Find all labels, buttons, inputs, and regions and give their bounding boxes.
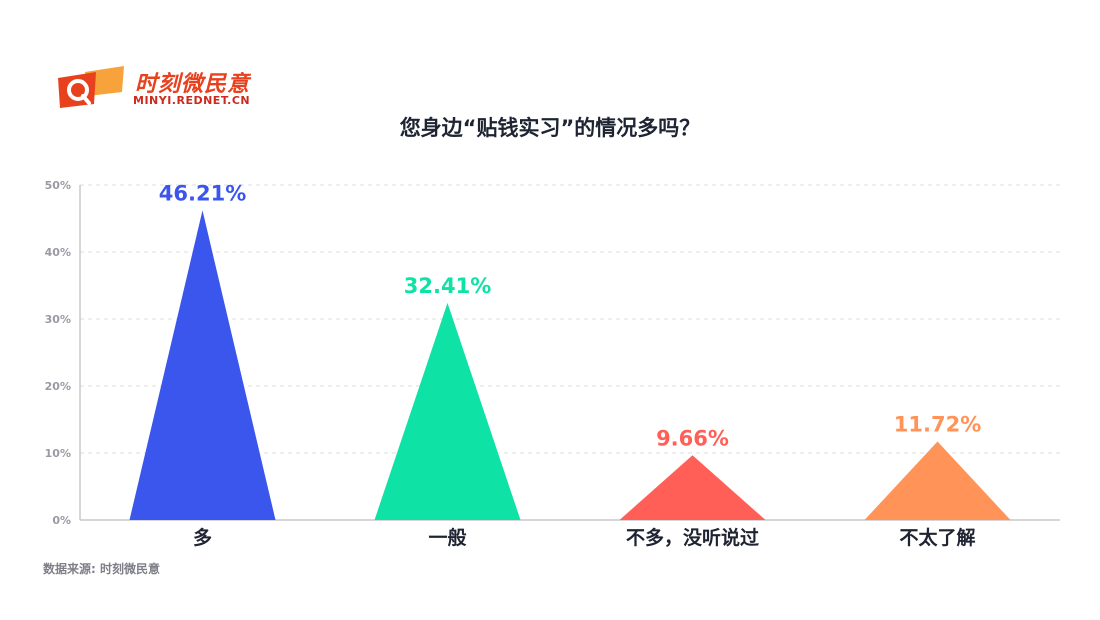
data-label: 32.41%: [404, 274, 491, 298]
data-label: 11.72%: [894, 412, 981, 436]
data-label: 9.66%: [656, 426, 729, 450]
source-note: 数据来源: 时刻微民意: [43, 562, 160, 576]
x-tick-label: 一般: [428, 526, 466, 549]
y-tick-label: 30%: [45, 313, 71, 326]
bar-triangle: [129, 210, 276, 520]
chart-title: 您身边“贴钱实习”的情况多吗？: [399, 116, 701, 140]
x-tick-label: 不多，没听说过: [626, 526, 759, 549]
logo-title: 时刻微民意: [135, 72, 251, 97]
y-tick-label: 10%: [45, 447, 71, 460]
logo-url: MINYI.REDNET.CN: [133, 94, 251, 107]
y-tick-label: 20%: [45, 380, 71, 393]
y-tick-label: 40%: [45, 246, 71, 259]
logo: 时刻微民意 MINYI.REDNET.CN: [58, 66, 258, 110]
data-label: 46.21%: [159, 181, 246, 205]
y-tick-label: 0%: [52, 514, 71, 527]
x-tick-label: 不太了解: [899, 526, 975, 549]
bar-triangle: [619, 455, 766, 520]
y-tick-label: 50%: [45, 179, 71, 192]
x-tick-label: 多: [193, 526, 212, 549]
bar-triangle: [374, 302, 521, 520]
bar-triangle: [864, 441, 1011, 520]
logo-badge-icon: [58, 66, 124, 108]
